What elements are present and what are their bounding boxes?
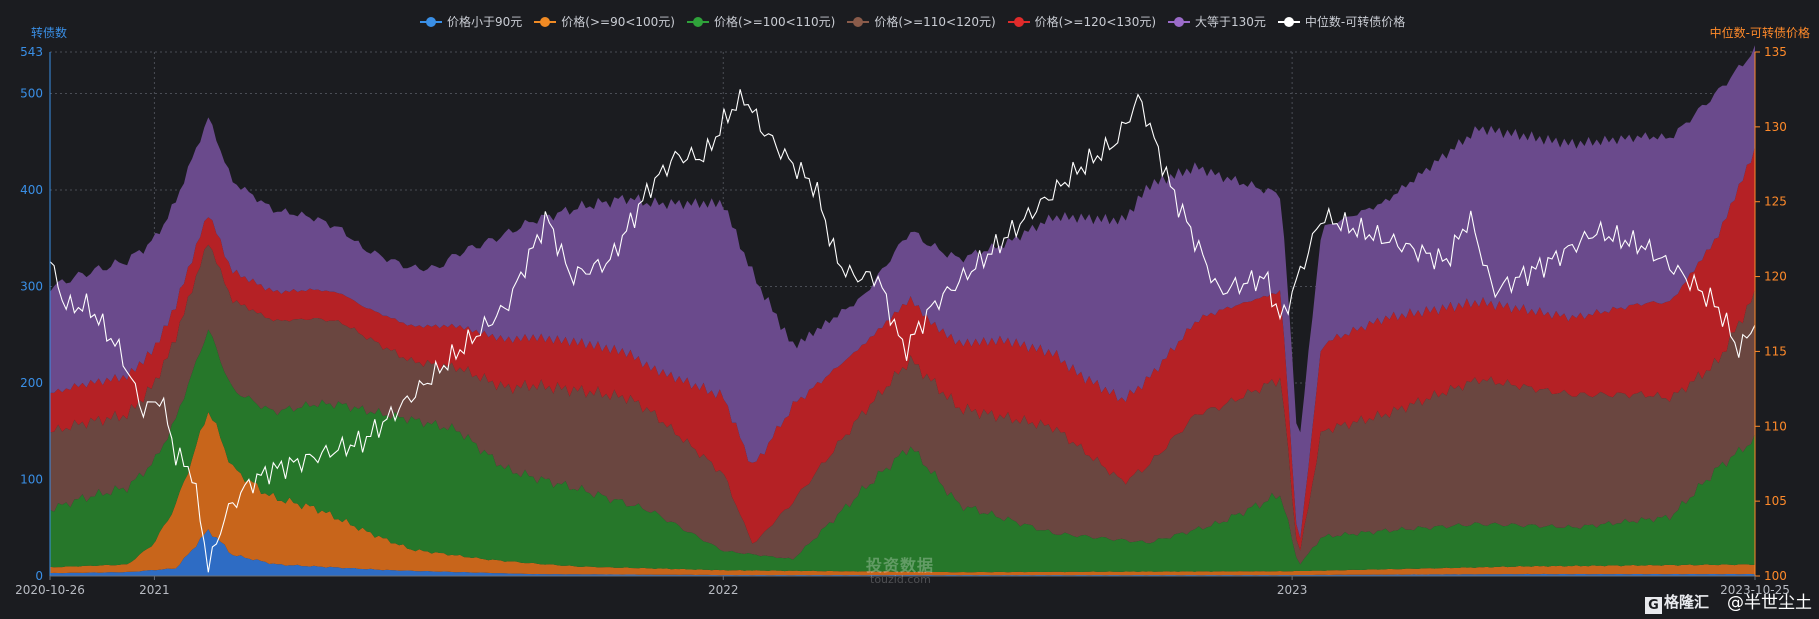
right-tick-label: 130 — [1764, 120, 1787, 134]
legend-item[interactable]: 价格(>=110<120元) — [847, 13, 996, 30]
right-tick-label: 115 — [1764, 344, 1787, 358]
legend-label: 价格(>=90<100元) — [561, 15, 675, 29]
area-series-1 — [50, 529, 1755, 576]
area-series-5 — [50, 146, 1755, 551]
left-tick-label: 0 — [35, 569, 43, 583]
legend-marker-icon — [420, 16, 442, 27]
left-tick-label: 200 — [20, 376, 43, 390]
brand-name: 格隆汇 — [1664, 593, 1710, 611]
legend-item[interactable]: 价格(>=100<110元) — [686, 13, 836, 30]
axes-layer: 0 100 200 300 400 500 543 100 105 110 115 120 125 130… — [15, 45, 1790, 597]
median-price-line-layer — [49, 89, 1756, 573]
left-axis-title: 转债数 — [31, 26, 68, 40]
right-tick-label: 110 — [1764, 419, 1787, 433]
brand-logo: G 格隆汇 — [1645, 591, 1709, 614]
legend-label: 中位数-可转债价格 — [1304, 15, 1406, 29]
right-tick-label: 135 — [1764, 45, 1787, 59]
x-tick-label: 2023-10-25 — [1720, 583, 1790, 597]
left-tick-label: 500 — [20, 86, 43, 100]
right-tick-label: 125 — [1764, 195, 1787, 209]
right-tick-label: 100 — [1764, 569, 1787, 583]
legend-label: 价格(>=100<110元) — [713, 15, 836, 29]
right-axis-title: 中位数-可转债价格 — [1709, 26, 1810, 40]
legend-label: 大等于130元 — [1195, 15, 1266, 29]
legend-marker-icon — [1277, 16, 1300, 27]
watermark-subtext: touzid.com — [870, 573, 931, 586]
right-tick-label: 120 — [1764, 270, 1787, 284]
x-tick-label: 2023 — [1277, 583, 1308, 597]
area-series-4 — [50, 244, 1755, 565]
left-tick-label: 300 — [20, 279, 43, 293]
watermark-text: 投资数据 — [866, 556, 935, 575]
legend-item[interactable]: 价格小于90元 — [420, 13, 522, 30]
author-signature: @半世尘土 — [1727, 593, 1812, 613]
right-tick-label: 105 — [1764, 494, 1787, 508]
brand-logo-mark: G — [1645, 597, 1662, 614]
x-tick-label: 2022 — [708, 583, 739, 597]
legend-item[interactable]: 价格(>=90<100元) — [534, 13, 675, 30]
legend-item[interactable]: 价格(>=120<130元) — [1007, 13, 1157, 30]
legend-marker-icon — [1007, 16, 1030, 27]
area-series-3 — [50, 329, 1755, 573]
legend-marker-icon — [686, 16, 709, 27]
stacked-area-layer — [50, 45, 1755, 576]
x-tick-label: 2020-10-26 — [15, 583, 85, 597]
x-tick-label: 2021 — [139, 583, 170, 597]
legend-item[interactable]: 中位数-可转债价格 — [1277, 13, 1406, 30]
legend-item[interactable]: 大等于130元 — [1168, 13, 1266, 30]
left-tick-label: 543 — [20, 45, 43, 59]
left-tick-label: 400 — [20, 183, 43, 197]
legend-marker-icon — [534, 16, 557, 27]
legend-marker-icon — [847, 16, 870, 27]
legend-marker-icon — [1168, 16, 1191, 27]
legend-label: 价格(>=110<120元) — [874, 15, 996, 29]
area-series-6 — [50, 45, 1755, 539]
legend-label: 价格小于90元 — [447, 15, 523, 29]
median-price-line — [49, 89, 1756, 573]
left-tick-label: 100 — [20, 472, 43, 486]
chart-legend: 价格小于90元 价格(>=90<100元) 价格(>=100<110元) 价格(>=1… — [420, 13, 1405, 30]
legend-label: 价格(>=120<130元) — [1034, 15, 1157, 29]
